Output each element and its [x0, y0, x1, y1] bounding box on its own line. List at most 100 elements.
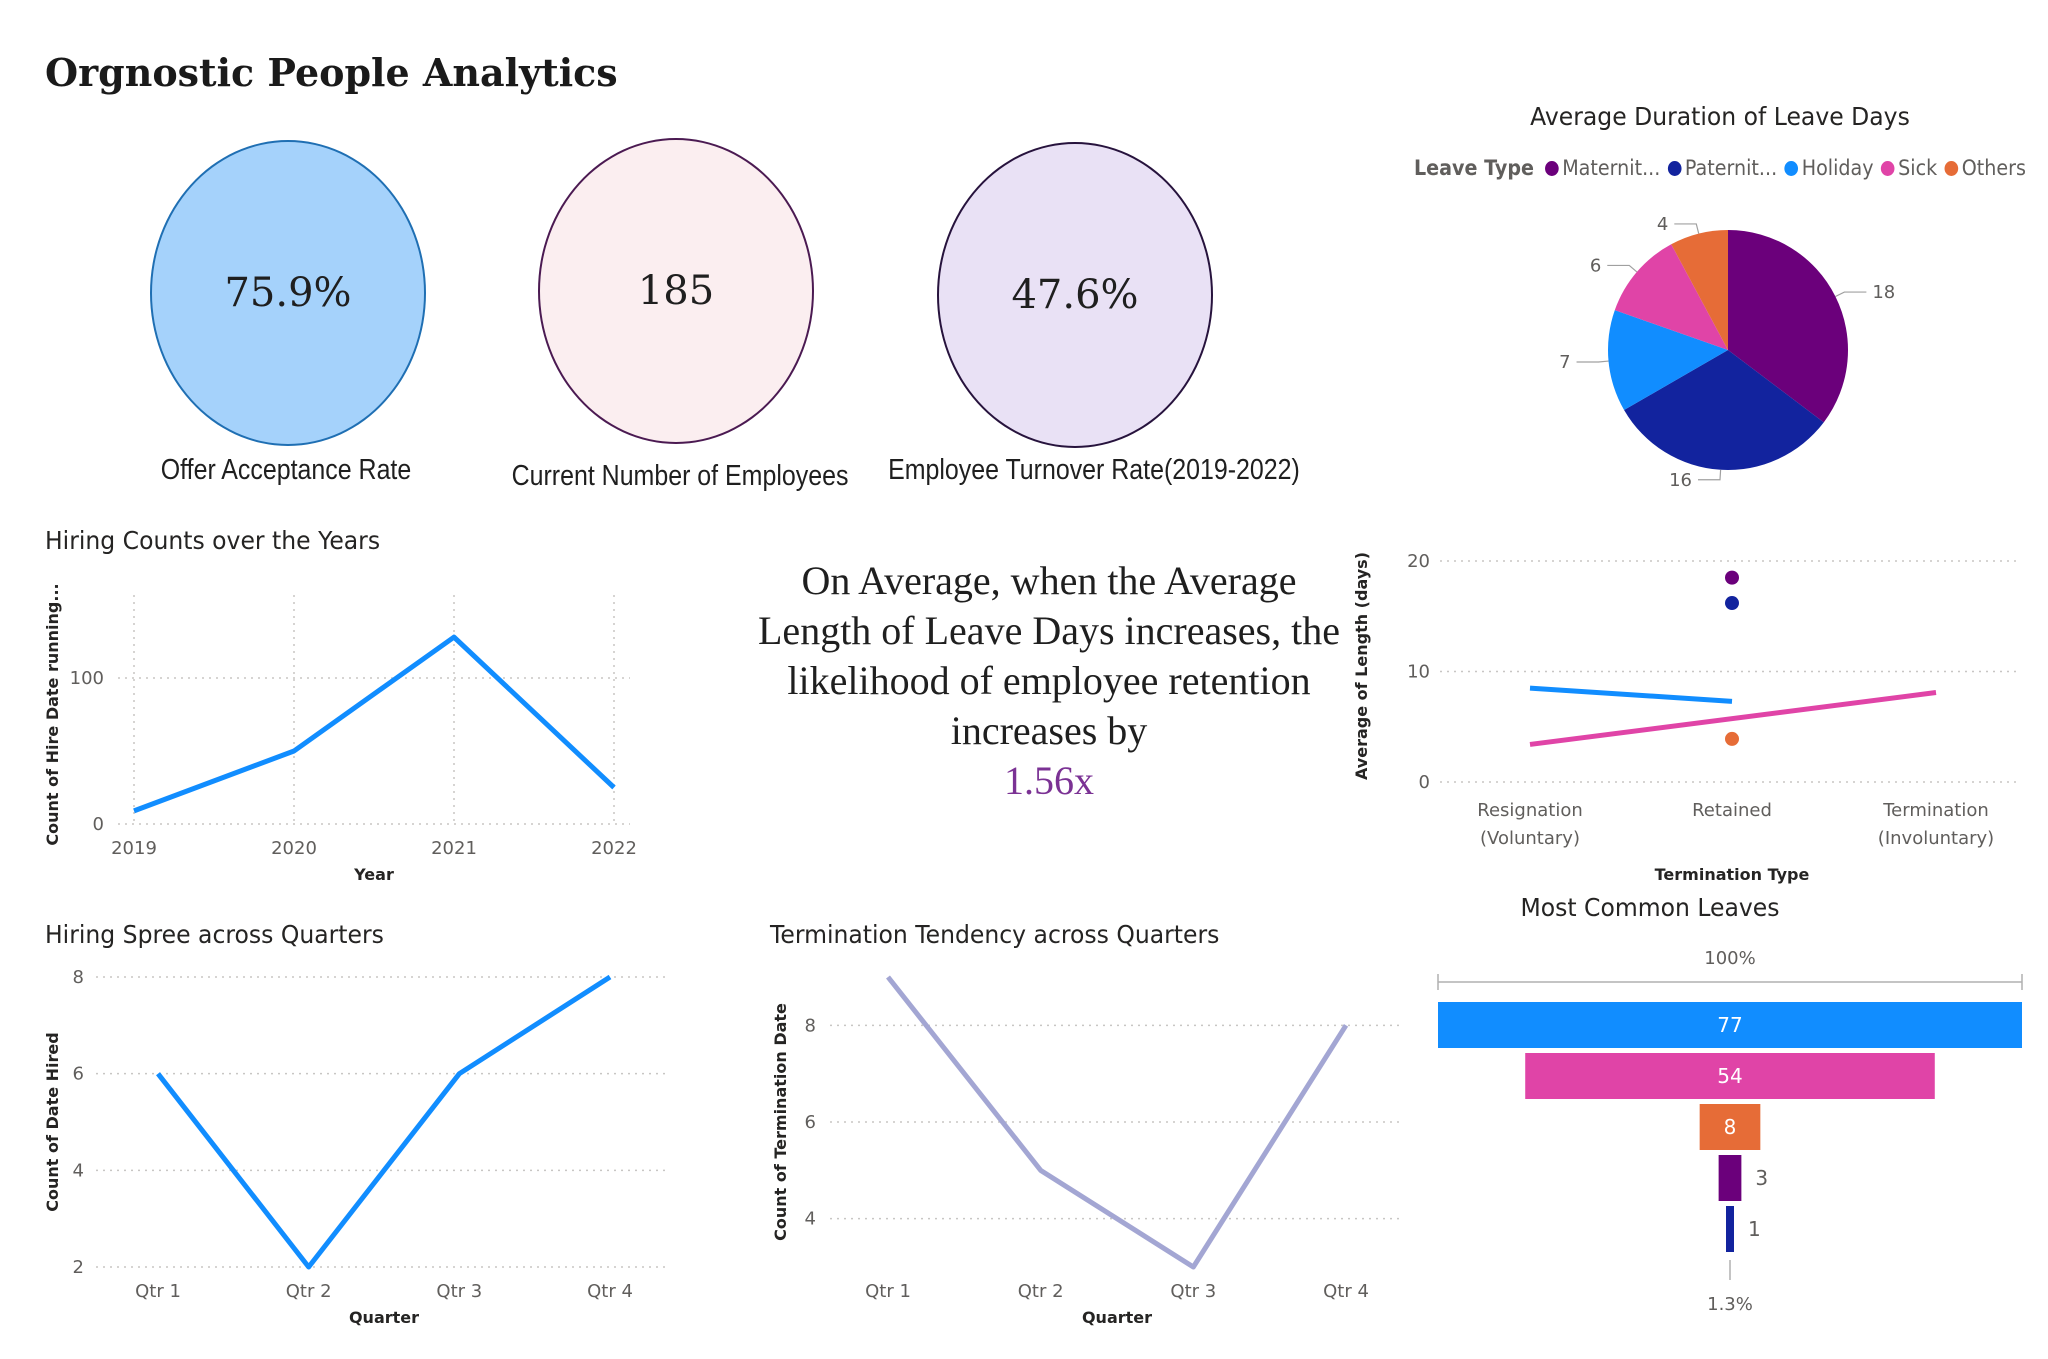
- legend-item-holiday[interactable]: Holiday: [1784, 156, 1874, 180]
- termination-quarters-x-tick: Qtr 3: [1170, 1281, 1216, 1302]
- termination-tendency-chart[interactable]: 4 6 8 Qtr 1 Qtr 2 Qtr 3 Qtr 4 Quarter Count of T…: [720, 955, 1420, 1335]
- legend-dot-maternity: [1544, 160, 1559, 176]
- insight-text-block: On Average, when the Average Length of L…: [752, 556, 1346, 806]
- legend-item-paternity[interactable]: Paternit...: [1667, 156, 1778, 180]
- kpi-circle-employee-count[interactable]: 185: [538, 138, 814, 444]
- legend-item-maternity[interactable]: Maternit...: [1544, 156, 1661, 180]
- hiring-years-y-axis-title: Count of Hire Date running...: [43, 583, 62, 845]
- legend-label-others: Others: [1961, 156, 2026, 180]
- termination-quarters-y-axis-title: Count of Termination Date: [771, 1003, 790, 1241]
- pie-label-sick: 6: [1590, 255, 1601, 276]
- pie-leader-holiday: [1576, 360, 1609, 363]
- pie-slice-paternity: [1624, 350, 1824, 470]
- pie-leader-maternity: [1835, 291, 1867, 298]
- legend-item-sick[interactable]: Sick: [1880, 156, 1938, 180]
- kpi-label-turnover-rate: Employee Turnover Rate(2019-2022): [888, 454, 1300, 486]
- funnel-value-paternity: 1: [1748, 1217, 1761, 1241]
- pie-label-maternity: 18: [1872, 282, 1895, 303]
- pie-label-paternity: 16: [1669, 470, 1692, 491]
- hiring-years-y-tick: 0: [93, 814, 104, 835]
- funnel-bottom-label: 1.3%: [1707, 1294, 1753, 1315]
- legend-label-maternity: Maternit...: [1562, 156, 1661, 180]
- legend-label-sick: Sick: [1898, 156, 1938, 180]
- legend-item-others[interactable]: Others: [1944, 156, 2026, 180]
- pie-slice-holiday: [1608, 310, 1728, 410]
- hiring-counts-title: Hiring Counts over the Years: [45, 526, 381, 555]
- hiring-quarters-y-axis-title: Count of Date Hired: [43, 1032, 62, 1211]
- leave-type-legend[interactable]: Leave Type Maternit... Paternit... Holid…: [1414, 156, 2033, 180]
- scatter-point-maternity: [1725, 570, 1739, 585]
- insight-multiplier: 1.56x: [1004, 758, 1094, 803]
- scatter-x-tick-line2: (Voluntary): [1480, 828, 1580, 849]
- insight-statement: On Average, when the Average Length of L…: [758, 558, 1340, 753]
- dashboard-title: Orgnostic People Analytics: [45, 50, 618, 95]
- pie-slice-sick: [1614, 244, 1728, 350]
- legend-label-holiday: Holiday: [1801, 156, 1874, 180]
- kpi-value-employee-count: 185: [637, 268, 715, 314]
- hiring-years-x-tick: 2020: [271, 838, 317, 859]
- kpi-label-offer-acceptance: Offer Acceptance Rate: [160, 454, 412, 486]
- legend-title: Leave Type: [1414, 156, 1534, 180]
- termination-quarters-x-axis-title: Quarter: [1082, 1308, 1152, 1327]
- scatter-x-tick: Termination: [1882, 800, 1989, 821]
- legend-dot-paternity: [1667, 160, 1682, 176]
- funnel-bar-paternity: [1726, 1206, 1734, 1252]
- kpi-circle-turnover-rate[interactable]: 47.6%: [937, 142, 1213, 448]
- hiring-counts-chart[interactable]: 0 100 2019 2020 2021 2022 Year Count of Hire Da…: [0, 560, 700, 900]
- kpi-label-employee-count: Current Number of Employees: [511, 460, 849, 492]
- hiring-quarters-series-line: [156, 974, 612, 1270]
- funnel-value-holiday: 77: [1717, 1013, 1742, 1037]
- hiring-years-y-tick: 100: [70, 668, 104, 689]
- scatter-point-others: [1725, 731, 1739, 746]
- leave-duration-title: Average Duration of Leave Days: [1530, 102, 1910, 131]
- kpi-circle-offer-acceptance[interactable]: 75.9%: [150, 140, 426, 446]
- hiring-quarters-y-tick: 8: [73, 967, 84, 988]
- hiring-quarters-x-tick: Qtr 4: [587, 1281, 633, 1302]
- hiring-quarters-x-axis-title: Quarter: [349, 1308, 419, 1327]
- termination-quarters-x-tick: Qtr 4: [1323, 1281, 1369, 1302]
- termination-quarters-series-line: [886, 975, 1349, 1270]
- hiring-quarters-x-tick: Qtr 2: [286, 1281, 332, 1302]
- legend-label-paternity: Paternit...: [1684, 156, 1778, 180]
- pie-slice-others: [1671, 230, 1728, 350]
- legend-dot-sick: [1880, 160, 1895, 176]
- hiring-quarters-y-tick: 4: [73, 1160, 84, 1181]
- pie-label-others: 4: [1657, 214, 1668, 235]
- scatter-trend-sick: [1529, 690, 1937, 747]
- funnel-value-maternity: 3: [1755, 1166, 1768, 1190]
- common-leaves-funnel-chart[interactable]: 100% 77 54 8 3 1 1.3%: [1420, 930, 2040, 1330]
- hiring-spree-chart[interactable]: 2 4 6 8 Qtr 1 Qtr 2 Qtr 3 Qtr 4 Quarter Count of …: [0, 955, 700, 1335]
- hiring-spree-title: Hiring Spree across Quarters: [45, 920, 384, 949]
- hiring-years-x-tick: 2021: [431, 838, 477, 859]
- funnel-bar-holiday: [1438, 1002, 2022, 1048]
- termination-quarters-x-tick: Qtr 1: [865, 1281, 911, 1302]
- kpi-value-turnover-rate: 47.6%: [1011, 272, 1139, 318]
- termination-quarters-y-tick: 4: [805, 1209, 816, 1230]
- hiring-years-series-line: [133, 634, 616, 814]
- scatter-y-axis-title: Average of Length (days): [1352, 552, 1371, 780]
- pie-leader-others: [1674, 223, 1700, 234]
- scatter-y-tick: 20: [1407, 551, 1430, 572]
- scatter-x-axis-title: Termination Type: [1655, 865, 1810, 884]
- scatter-point-paternity: [1725, 596, 1739, 611]
- scatter-x-tick: Resignation: [1477, 800, 1583, 821]
- hiring-quarters-y-tick: 2: [73, 1257, 84, 1278]
- scatter-x-tick-line2: (Involuntary): [1878, 828, 1994, 849]
- termination-tendency-title: Termination Tendency across Quarters: [770, 920, 1220, 949]
- hiring-quarters-x-tick: Qtr 1: [135, 1281, 181, 1302]
- hiring-years-x-tick: 2019: [111, 838, 157, 859]
- leave-length-scatter-chart[interactable]: 0 10 20 Resignation (Voluntary) Retained Termi…: [1340, 520, 2040, 900]
- scatter-trend-holiday: [1529, 685, 1733, 704]
- funnel-value-sick: 54: [1717, 1064, 1742, 1088]
- pie-leader-paternity: [1697, 469, 1722, 481]
- kpi-value-offer-acceptance: 75.9%: [224, 270, 352, 316]
- termination-quarters-x-tick: Qtr 2: [1018, 1281, 1064, 1302]
- leave-duration-pie-chart[interactable]: 18 16 7 6 4: [1480, 190, 1980, 510]
- hiring-quarters-x-tick: Qtr 3: [436, 1281, 482, 1302]
- termination-quarters-y-tick: 6: [805, 1112, 816, 1133]
- hiring-years-x-tick: 2022: [591, 838, 637, 859]
- funnel-bar-sick: [1525, 1053, 1935, 1099]
- funnel-bar-others: [1699, 1104, 1761, 1150]
- pie-slice-maternity: [1728, 230, 1848, 423]
- funnel-bar-maternity: [1718, 1155, 1742, 1201]
